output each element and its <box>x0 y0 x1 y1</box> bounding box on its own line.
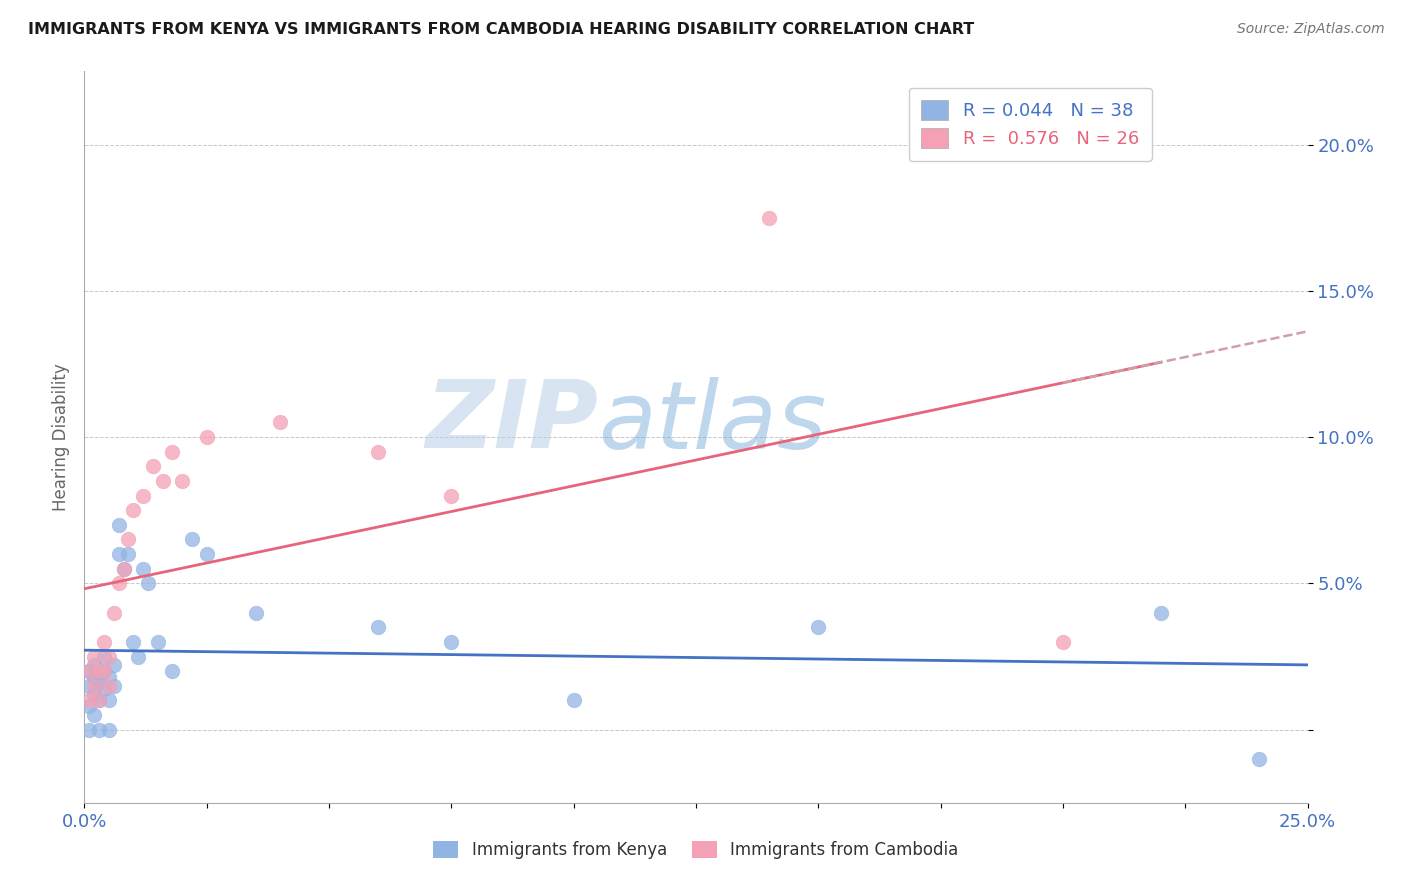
Point <box>93 664 115 678</box>
Point <box>103 606 125 620</box>
Point <box>77 664 100 678</box>
Point <box>107 547 129 561</box>
Point <box>122 503 145 517</box>
Point <box>83 679 105 693</box>
Point <box>77 723 100 737</box>
Point <box>440 489 463 503</box>
Point <box>93 681 115 696</box>
Point <box>117 533 139 547</box>
Point <box>77 699 100 714</box>
Point <box>1247 752 1270 766</box>
Point <box>758 211 780 225</box>
Point <box>93 664 115 678</box>
Point <box>112 562 135 576</box>
Point <box>152 474 174 488</box>
Point <box>1052 635 1074 649</box>
Point <box>172 474 194 488</box>
Text: Source: ZipAtlas.com: Source: ZipAtlas.com <box>1237 22 1385 37</box>
Point <box>83 688 105 702</box>
Text: IMMIGRANTS FROM KENYA VS IMMIGRANTS FROM CAMBODIA HEARING DISABILITY CORRELATION: IMMIGRANTS FROM KENYA VS IMMIGRANTS FROM… <box>28 22 974 37</box>
Point <box>87 664 110 678</box>
Point <box>1150 606 1173 620</box>
Point <box>77 664 100 678</box>
Text: atlas: atlas <box>598 377 827 468</box>
Point <box>117 547 139 561</box>
Point <box>87 693 110 707</box>
Point <box>562 693 585 707</box>
Y-axis label: Hearing Disability: Hearing Disability <box>52 363 70 511</box>
Point <box>103 679 125 693</box>
Point <box>87 676 110 690</box>
Point <box>181 533 204 547</box>
Point <box>83 670 105 684</box>
Legend: Immigrants from Kenya, Immigrants from Cambodia: Immigrants from Kenya, Immigrants from C… <box>425 833 967 868</box>
Point <box>97 649 120 664</box>
Point <box>83 708 105 723</box>
Point <box>195 430 218 444</box>
Point <box>136 576 159 591</box>
Point <box>93 649 115 664</box>
Point <box>162 444 184 458</box>
Point <box>142 459 165 474</box>
Point <box>107 576 129 591</box>
Point <box>87 693 110 707</box>
Point <box>107 517 129 532</box>
Point <box>122 635 145 649</box>
Text: ZIP: ZIP <box>425 376 598 468</box>
Point <box>245 606 267 620</box>
Point <box>367 444 389 458</box>
Point <box>132 489 155 503</box>
Point <box>195 547 218 561</box>
Point <box>807 620 830 634</box>
Point <box>93 635 115 649</box>
Point <box>83 649 105 664</box>
Point <box>87 723 110 737</box>
Point <box>269 416 291 430</box>
Point <box>97 679 120 693</box>
Point <box>112 562 135 576</box>
Point <box>97 723 120 737</box>
Point <box>440 635 463 649</box>
Point <box>162 664 184 678</box>
Point <box>97 670 120 684</box>
Point <box>77 693 100 707</box>
Point <box>146 635 169 649</box>
Point <box>367 620 389 634</box>
Point <box>127 649 149 664</box>
Point <box>77 679 100 693</box>
Point <box>83 658 105 673</box>
Point <box>132 562 155 576</box>
Point <box>97 693 120 707</box>
Point <box>103 658 125 673</box>
